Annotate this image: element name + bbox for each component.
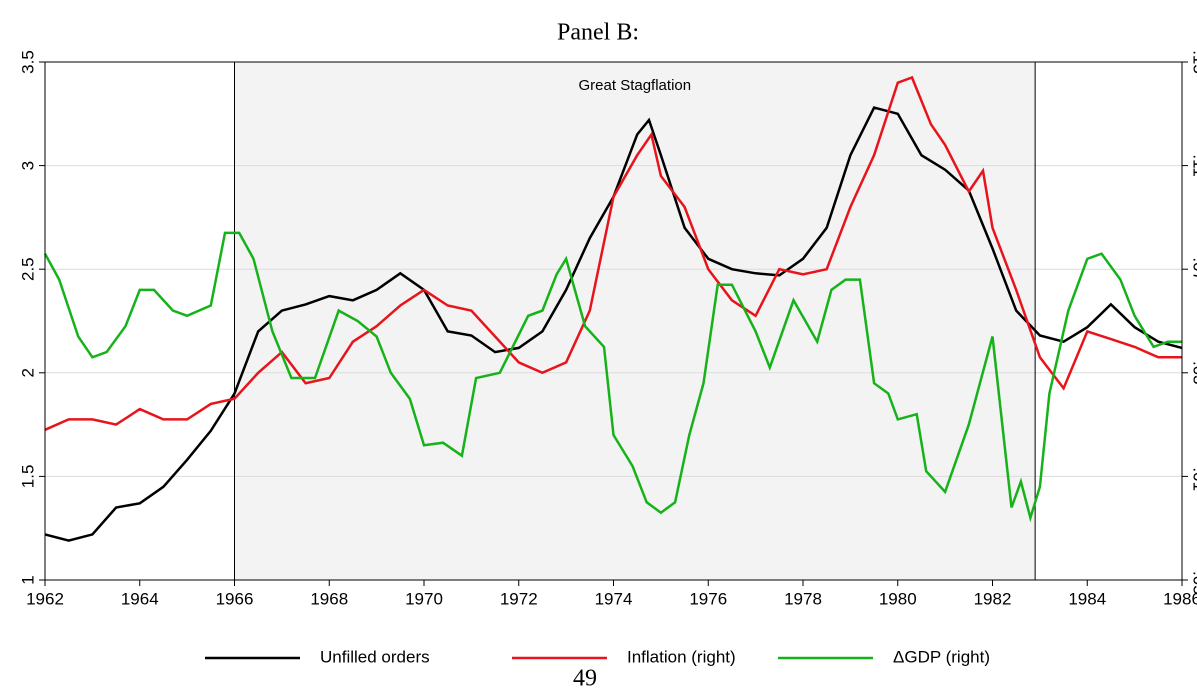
y2-tick-label: .11 (1190, 154, 1197, 176)
region-label: Great Stagflation (579, 77, 692, 94)
y-tick-label: 1 (18, 575, 37, 584)
data-line (44, 75, 1182, 431)
y-tick-label: 1.5 (18, 465, 37, 489)
y-tick-label: 2 (18, 368, 37, 377)
data-line (44, 106, 1183, 542)
y-tick-label: 3 (18, 161, 37, 170)
shaded-region (234, 62, 1036, 580)
x-tick-label: 1980 (879, 589, 917, 608)
x-tick-label: 1978 (784, 589, 822, 608)
plot-frame (44, 61, 1183, 581)
y2-tick-label: .03 (1190, 361, 1197, 385)
x-tick-label: 1968 (310, 589, 348, 608)
x-tick-label: 1986 (1163, 589, 1197, 608)
x-tick-label: 1964 (121, 589, 159, 608)
x-tick-label: 1972 (500, 589, 538, 608)
x-tick-label: 1982 (974, 589, 1012, 608)
y-tick-label: 2.5 (18, 257, 37, 281)
y2-tick-label: .15 (1190, 50, 1197, 74)
x-tick-label: 1970 (405, 589, 443, 608)
page-number: 49 (573, 666, 597, 692)
chart-title: Panel B: (557, 20, 639, 46)
x-tick-label: 1984 (1068, 589, 1106, 608)
x-tick-label: 1976 (689, 589, 727, 608)
data-line (43, 231, 1182, 523)
y2-tick-label: -.05 (1190, 565, 1197, 594)
x-tick-label: 1974 (595, 589, 633, 608)
y-tick-label: 3.5 (18, 50, 37, 74)
x-tick-label: 1962 (26, 589, 64, 608)
x-tick-label: 1966 (216, 589, 254, 608)
legend-label: Unfilled orders (320, 647, 430, 666)
legend-label: Inflation (right) (627, 647, 736, 666)
legend-label: ΔGDP (right) (893, 647, 990, 666)
y2-tick-label: .07 (1190, 257, 1197, 281)
y2-tick-label: -.01 (1190, 462, 1197, 491)
